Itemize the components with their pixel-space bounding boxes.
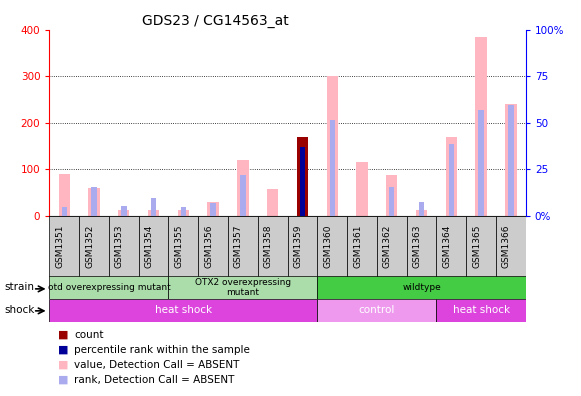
Text: GSM1364: GSM1364 xyxy=(442,225,451,268)
Text: ■: ■ xyxy=(58,345,69,355)
Bar xyxy=(121,206,127,216)
Bar xyxy=(407,216,436,277)
Bar xyxy=(300,147,305,216)
Bar xyxy=(210,203,216,216)
Bar xyxy=(377,216,407,277)
Bar xyxy=(79,216,109,277)
Text: GSM1365: GSM1365 xyxy=(472,225,481,268)
Bar xyxy=(505,104,517,216)
Bar xyxy=(139,216,168,277)
Text: count: count xyxy=(74,329,104,340)
Bar xyxy=(118,210,130,216)
Bar xyxy=(449,144,454,216)
Bar xyxy=(49,276,168,299)
Text: GSM1355: GSM1355 xyxy=(174,225,184,268)
Bar xyxy=(386,175,397,216)
Bar xyxy=(508,105,514,216)
Text: GSM1351: GSM1351 xyxy=(55,225,64,268)
Bar xyxy=(267,189,278,216)
Bar xyxy=(297,137,308,216)
Text: GSM1356: GSM1356 xyxy=(204,225,213,268)
Text: GDS23 / CG14563_at: GDS23 / CG14563_at xyxy=(142,14,288,28)
Text: percentile rank within the sample: percentile rank within the sample xyxy=(74,345,250,355)
Bar xyxy=(356,162,368,216)
Text: control: control xyxy=(358,305,395,316)
Bar xyxy=(148,210,159,216)
Bar xyxy=(178,210,189,216)
Text: wildtype: wildtype xyxy=(402,283,441,292)
Bar xyxy=(109,216,139,277)
Bar xyxy=(389,187,394,216)
Bar xyxy=(168,276,317,299)
Text: GSM1366: GSM1366 xyxy=(502,225,511,268)
Text: GSM1362: GSM1362 xyxy=(383,225,392,268)
Text: otd overexpressing mutant: otd overexpressing mutant xyxy=(48,283,170,292)
Text: GSM1357: GSM1357 xyxy=(234,225,243,268)
Text: heat shock: heat shock xyxy=(453,305,510,316)
Text: ■: ■ xyxy=(58,329,69,340)
Bar xyxy=(317,216,347,277)
Bar xyxy=(436,216,467,277)
Text: ■: ■ xyxy=(58,360,69,370)
Text: ■: ■ xyxy=(58,375,69,385)
Bar xyxy=(59,174,70,216)
Text: GSM1361: GSM1361 xyxy=(353,225,362,268)
Bar xyxy=(207,202,219,216)
Text: GSM1358: GSM1358 xyxy=(264,225,272,268)
Text: strain: strain xyxy=(5,282,35,293)
Bar xyxy=(181,208,186,216)
Text: shock: shock xyxy=(5,305,35,316)
Bar xyxy=(198,216,228,277)
Text: GSM1354: GSM1354 xyxy=(145,225,153,268)
Bar xyxy=(479,110,484,216)
Text: GSM1359: GSM1359 xyxy=(293,225,303,268)
Bar xyxy=(49,299,317,322)
Bar xyxy=(467,216,496,277)
Bar xyxy=(436,299,526,322)
Bar xyxy=(237,160,249,216)
Bar xyxy=(317,299,436,322)
Text: GSM1360: GSM1360 xyxy=(323,225,332,268)
Bar xyxy=(88,188,100,216)
Text: GSM1363: GSM1363 xyxy=(413,225,422,268)
Text: GSM1353: GSM1353 xyxy=(115,225,124,268)
Text: OTX2 overexpressing
mutant: OTX2 overexpressing mutant xyxy=(195,278,291,297)
Bar xyxy=(419,202,424,216)
Bar xyxy=(496,216,526,277)
Bar xyxy=(329,120,335,216)
Bar xyxy=(241,175,246,216)
Bar xyxy=(91,187,96,216)
Bar xyxy=(475,37,487,216)
Bar xyxy=(446,137,457,216)
Bar xyxy=(317,276,526,299)
Bar xyxy=(49,216,79,277)
Bar xyxy=(288,216,317,277)
Bar xyxy=(228,216,258,277)
Text: value, Detection Call = ABSENT: value, Detection Call = ABSENT xyxy=(74,360,240,370)
Bar xyxy=(416,210,427,216)
Bar xyxy=(258,216,288,277)
Bar xyxy=(327,76,338,216)
Bar xyxy=(151,198,156,216)
Bar xyxy=(347,216,377,277)
Bar xyxy=(168,216,198,277)
Text: heat shock: heat shock xyxy=(155,305,212,316)
Text: GSM1352: GSM1352 xyxy=(85,225,94,268)
Bar xyxy=(62,208,67,216)
Text: rank, Detection Call = ABSENT: rank, Detection Call = ABSENT xyxy=(74,375,235,385)
